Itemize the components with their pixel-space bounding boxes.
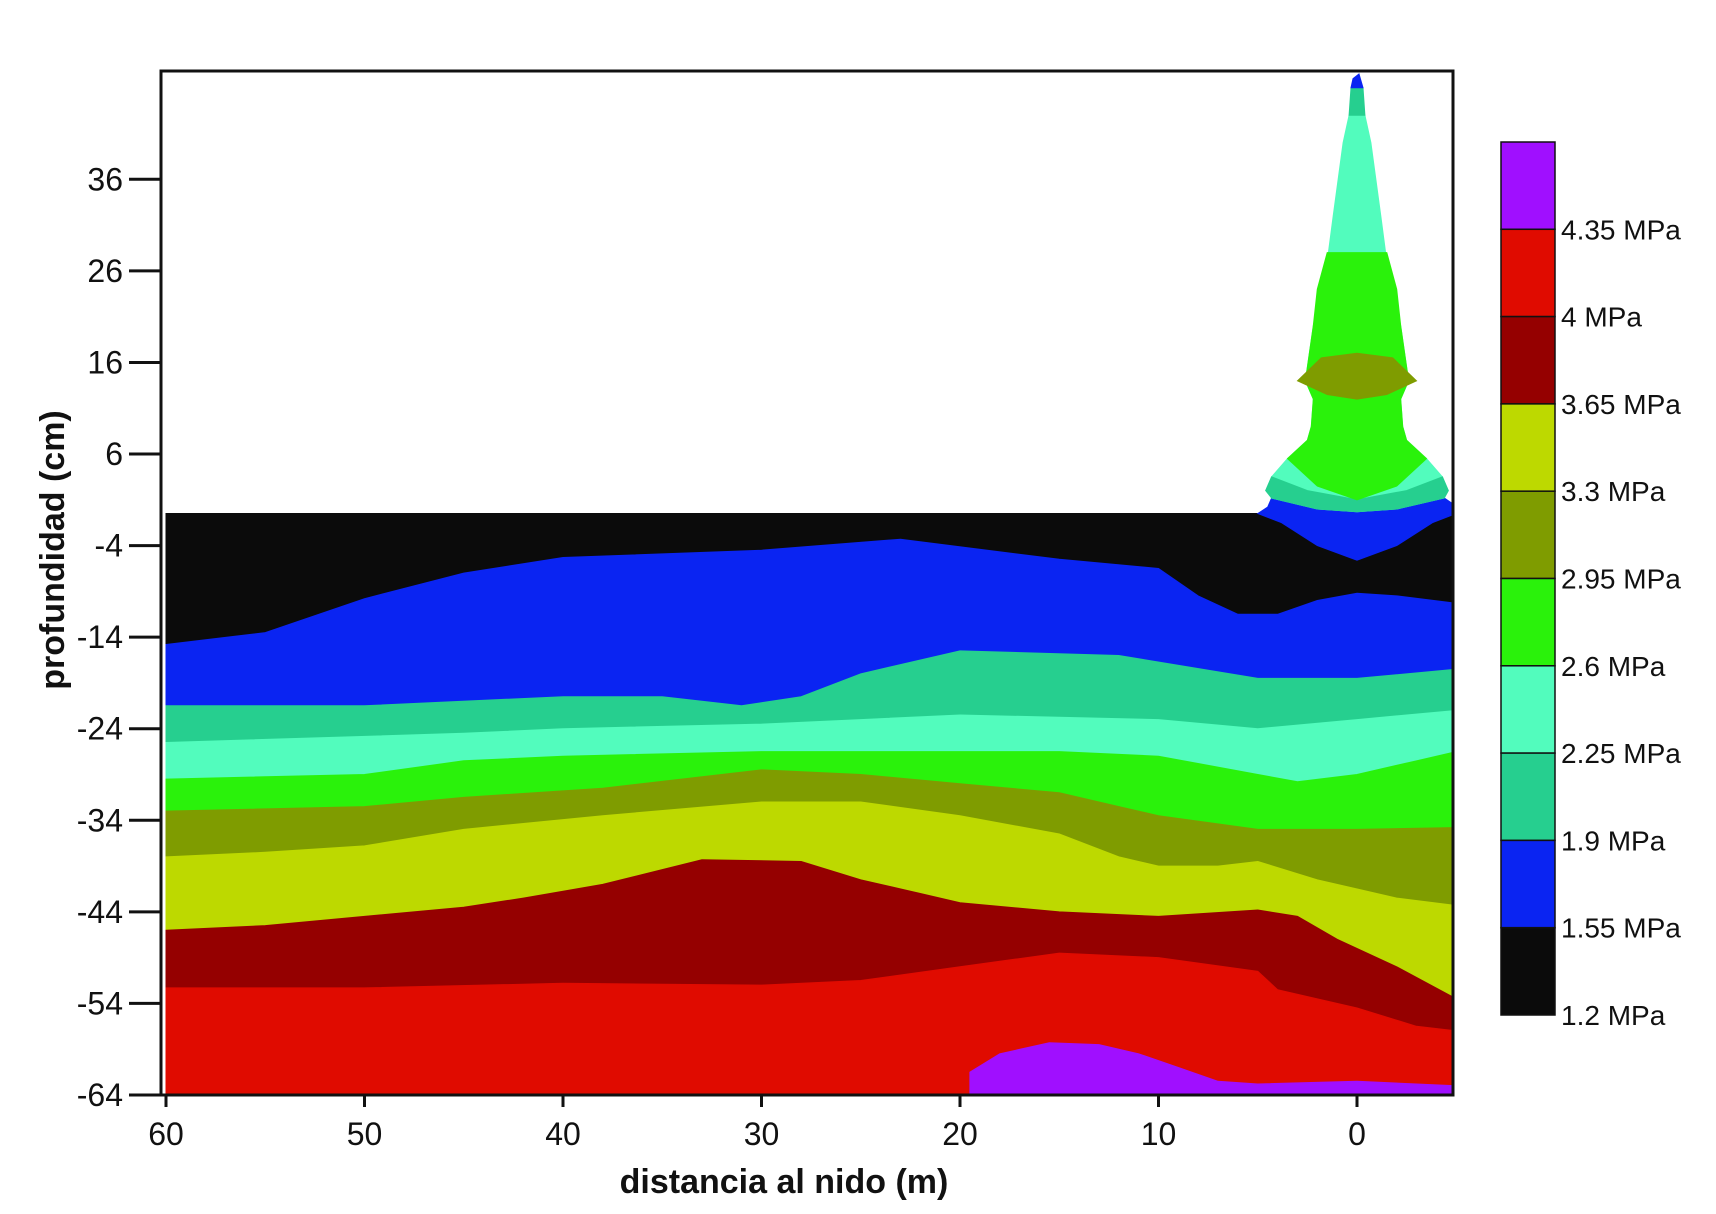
- y-tick-label: 36: [87, 161, 123, 197]
- legend-swatch: [1500, 141, 1556, 231]
- y-axis-title: profundidad (cm): [34, 410, 72, 690]
- legend-label: 4.35 MPa: [1561, 214, 1681, 245]
- y-tick-label: 16: [87, 344, 123, 380]
- legend-label: 1.55 MPa: [1561, 913, 1681, 944]
- legend-swatch: [1500, 315, 1556, 405]
- color-legend: 4.35 MPa 4 MPa 3.65 MPa 3.3 MPa 2.95 MPa 2.6 …: [1500, 141, 1681, 1031]
- y-tick-label: -44: [77, 894, 123, 930]
- y-tick-label: -34: [77, 802, 123, 838]
- y-tick-label: -54: [77, 985, 123, 1021]
- legend-label: 3.3 MPa: [1561, 476, 1666, 507]
- legend-swatch: [1500, 665, 1556, 754]
- legend-swatch: [1500, 839, 1556, 929]
- plot-frame: [159, 69, 1455, 1097]
- legend-swatch: [1500, 926, 1556, 1016]
- x-axis: 60 50 40 30 20 10 0: [148, 1095, 1366, 1152]
- legend-label: 3.65 MPa: [1561, 389, 1681, 420]
- y-tick-label: 6: [105, 436, 123, 472]
- y-tick-label: -64: [77, 1077, 123, 1113]
- contour-band-15: [1296, 352, 1418, 400]
- x-tick-label: 50: [347, 1116, 383, 1152]
- y-axis: 36 26 16 6 -4 -14 -24 -34 -44 -54 -64: [77, 161, 161, 1113]
- legend-label: 1.2 MPa: [1561, 1000, 1666, 1031]
- y-tick-label: -4: [95, 528, 123, 564]
- x-axis-title: distancia al nido (m): [620, 1163, 949, 1201]
- legend-swatch: [1500, 403, 1556, 492]
- legend-swatch: [1500, 490, 1556, 580]
- contour-band-10: [969, 1042, 1453, 1095]
- y-tick-label: -14: [77, 619, 123, 655]
- x-tick-label: 0: [1348, 1116, 1366, 1152]
- legend-swatch: [1500, 577, 1556, 667]
- legend-label: 1.9 MPa: [1561, 825, 1666, 856]
- contour-regions: [165, 73, 1453, 1095]
- legend-label: 2.95 MPa: [1561, 564, 1681, 595]
- x-tick-label: 20: [942, 1116, 978, 1152]
- contour-band-16: [1348, 87, 1366, 116]
- x-tick-label: 60: [148, 1116, 184, 1152]
- y-tick-label: 26: [87, 253, 123, 289]
- x-tick-label: 10: [1141, 1116, 1177, 1152]
- legend-label: 2.6 MPa: [1561, 651, 1666, 682]
- y-tick-label: -24: [77, 711, 123, 747]
- x-tick-label: 40: [545, 1116, 581, 1152]
- legend-label: 4 MPa: [1561, 302, 1642, 333]
- legend-label: 2.25 MPa: [1561, 738, 1681, 769]
- legend-swatch: [1500, 228, 1556, 318]
- x-tick-label: 30: [744, 1116, 780, 1152]
- legend-swatch: [1500, 752, 1556, 842]
- contour-band-17: [1350, 73, 1364, 89]
